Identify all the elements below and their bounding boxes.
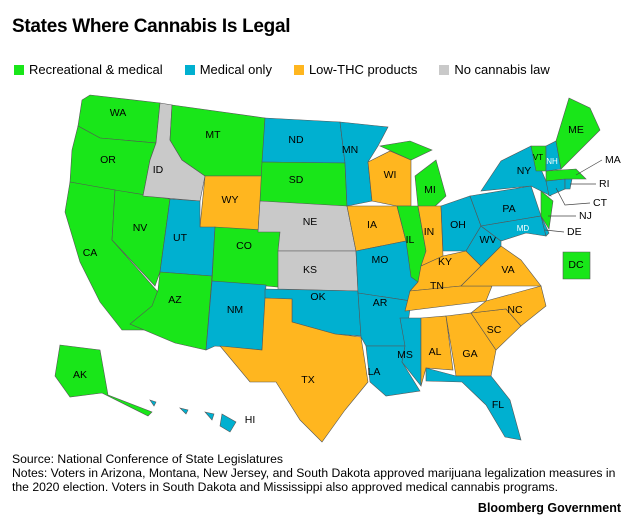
state-label: FL <box>492 399 504 411</box>
legend-swatch <box>439 64 450 75</box>
state-label: AL <box>429 346 442 358</box>
legend-label: Recreational & medical <box>29 62 163 77</box>
leader-line <box>575 159 603 176</box>
legend-item-medical: Medical only <box>184 62 272 77</box>
state-hi <box>149 399 157 407</box>
legend-swatch <box>14 64 24 75</box>
legend: Recreational & medical Medical only Low-… <box>14 62 550 77</box>
state-label: VA <box>501 264 514 276</box>
leader-line <box>544 229 565 233</box>
state-label: MS <box>397 349 413 361</box>
state-al <box>420 315 454 387</box>
state-de <box>540 215 550 237</box>
state-label: DC <box>568 259 584 271</box>
state-label: TN <box>430 280 444 292</box>
state-ma <box>545 168 587 182</box>
state-label: NM <box>227 304 243 316</box>
legend-item-low-thc: Low-THC products <box>293 62 418 77</box>
state-tn <box>404 285 493 312</box>
state-label: AZ <box>168 294 182 306</box>
state-hi <box>179 407 189 415</box>
state-mi <box>414 159 447 211</box>
state-sd <box>259 161 348 207</box>
state-label: TX <box>301 374 314 386</box>
state-label: OR <box>100 154 116 166</box>
legend-swatch <box>293 64 304 75</box>
state-label: SC <box>487 324 502 336</box>
state-label: IA <box>367 219 377 231</box>
state-label: HI <box>245 414 256 426</box>
state-label: AR <box>373 297 388 309</box>
state-tx <box>219 297 369 443</box>
state-label: CT <box>593 197 608 209</box>
state-me <box>555 97 601 170</box>
state-label: NH <box>546 157 558 166</box>
state-label: IN <box>424 226 435 238</box>
state-label: KS <box>303 264 317 276</box>
state-ak <box>54 344 153 417</box>
state-hi <box>204 411 215 421</box>
state-label: RI <box>599 178 610 190</box>
state-label: MI <box>424 184 436 196</box>
state-label: NJ <box>579 210 592 222</box>
legend-label: Medical only <box>199 62 272 77</box>
state-label: LA <box>368 366 381 378</box>
legend-label: No cannabis law <box>454 62 550 77</box>
state-label: WV <box>480 234 497 246</box>
state-label: DE <box>567 226 582 238</box>
state-label: CO <box>236 240 252 252</box>
state-nj <box>540 190 554 230</box>
state-label: MO <box>372 254 389 266</box>
state-label: WY <box>222 194 239 206</box>
state-label: MN <box>342 144 358 156</box>
state-label: PA <box>502 203 515 215</box>
state-label: IL <box>406 234 415 246</box>
state-co <box>211 226 281 288</box>
state-hi <box>219 413 237 433</box>
state-md <box>480 215 547 242</box>
state-ct <box>545 178 566 197</box>
notes: Notes: Voters in Arizona, Montana, New J… <box>12 466 616 494</box>
state-ga <box>445 312 497 377</box>
state-label: ND <box>288 134 304 146</box>
source-note: Source: National Conference of State Leg… <box>12 452 283 466</box>
state-label: OK <box>310 291 325 303</box>
leader-line <box>555 187 591 206</box>
state-label: GA <box>462 348 477 360</box>
state-label: WA <box>110 107 127 119</box>
state-label: NE <box>303 216 318 228</box>
state-ms <box>399 317 422 387</box>
state-label: MD <box>517 224 530 233</box>
state-ks <box>277 250 359 292</box>
state-label: AK <box>73 369 87 381</box>
brand-logo: Bloomberg Government <box>477 501 621 515</box>
state-az <box>129 271 213 351</box>
state-label: MT <box>205 129 221 141</box>
state-dc <box>562 251 591 280</box>
state-label: CA <box>83 247 98 259</box>
legend-item-recreational: Recreational & medical <box>14 62 163 77</box>
state-wv <box>465 225 502 267</box>
state-fl <box>425 367 522 441</box>
state-label: ME <box>568 124 584 136</box>
state-label: NV <box>133 222 148 234</box>
legend-item-none: No cannabis law <box>439 62 550 77</box>
state-label: UT <box>173 232 188 244</box>
state-label: MA <box>605 154 621 166</box>
state-mi <box>378 140 433 161</box>
state-label: NC <box>507 304 523 316</box>
footer: Source: National Conference of State Leg… <box>12 452 622 494</box>
map-title: States Where Cannabis Is Legal <box>12 16 291 37</box>
legend-swatch <box>184 64 195 75</box>
state-label: ID <box>153 164 164 176</box>
legend-label: Low-THC products <box>308 62 418 77</box>
state-label: KY <box>438 256 452 268</box>
state-label: OH <box>450 219 466 231</box>
state-label: WI <box>384 169 397 181</box>
state-label: VT <box>533 153 543 162</box>
state-label: NY <box>517 165 532 177</box>
state-label: SD <box>289 174 304 186</box>
